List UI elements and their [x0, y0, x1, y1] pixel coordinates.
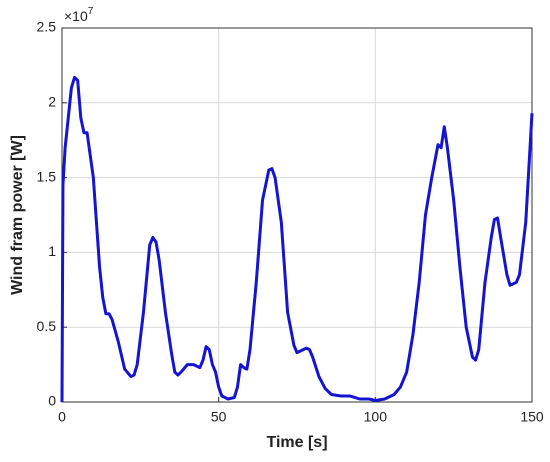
y-tick-label: 2.5: [37, 19, 57, 35]
x-tick-label: 100: [364, 409, 388, 425]
y-tick-label: 0: [48, 393, 56, 409]
x-tick-label: 50: [211, 409, 227, 425]
x-axis-label: Time [s]: [266, 434, 327, 451]
multiplier-exponent: 7: [88, 6, 94, 17]
plot-frame: [61, 27, 533, 403]
y-multiplier: ×107: [64, 6, 94, 24]
multiplier-base: ×10: [64, 8, 88, 24]
data-line: [60, 75, 534, 403]
y-tick-label: 1.5: [37, 168, 57, 184]
y-axis-label: Wind fram power [W]: [9, 135, 26, 295]
x-tick-label: 0: [58, 409, 66, 425]
y-tick-label: 0.5: [37, 318, 57, 334]
x-tick-label: 150: [520, 409, 544, 425]
y-tick-label: 1: [48, 243, 56, 259]
y-tick-label: 2: [48, 94, 56, 110]
